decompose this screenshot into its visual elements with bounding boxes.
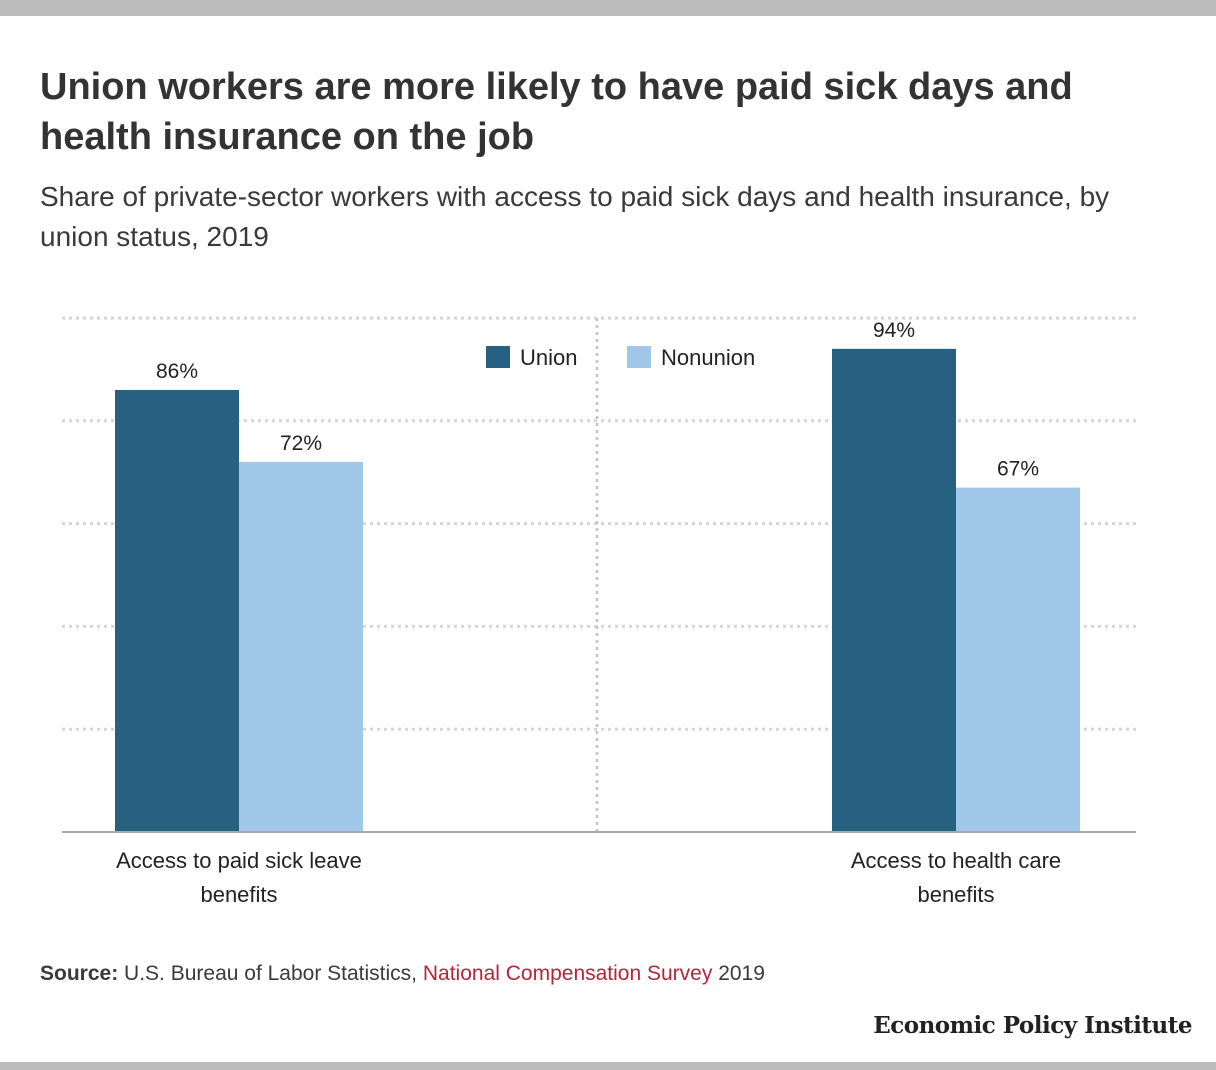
source-note: Source: U.S. Bureau of Labor Statistics,…	[40, 962, 765, 986]
bottom-border	[0, 1062, 1216, 1070]
data-label: 86%	[156, 360, 198, 383]
bar-nonunion-1	[239, 461, 363, 832]
legend-label-union: Union	[520, 345, 577, 370]
bar-nonunion-2	[956, 487, 1080, 832]
category-label: benefits	[917, 882, 994, 907]
chart-title: Union workers are more likely to have pa…	[40, 66, 1073, 158]
data-label: 94%	[873, 319, 915, 342]
source-text: U.S. Bureau of Labor Statistics,	[124, 962, 418, 985]
bar-chart: 86% 72% Access to paid sick leave benefits 9…	[62, 316, 1136, 907]
legend-label-nonunion: Nonunion	[661, 345, 755, 370]
bar-union-1	[115, 389, 239, 832]
category-label: benefits	[200, 882, 277, 907]
legend-swatch-nonunion	[627, 346, 651, 368]
bar-union-2	[832, 348, 956, 832]
legend-swatch-union	[486, 346, 510, 368]
category-label: Access to paid sick leave	[116, 848, 362, 873]
category-label: Access to health care	[851, 848, 1061, 873]
brand-logo: Economic Policy Institute	[873, 1012, 1192, 1039]
source-link[interactable]: National Compensation Survey	[422, 962, 713, 985]
data-label: 67%	[997, 458, 1039, 481]
source-label: Source:	[40, 962, 119, 985]
top-border	[0, 0, 1216, 16]
source-year: 2019	[718, 962, 765, 985]
chart-subtitle: Share of private-sector workers with acc…	[40, 181, 1110, 252]
data-label: 72%	[280, 432, 322, 455]
